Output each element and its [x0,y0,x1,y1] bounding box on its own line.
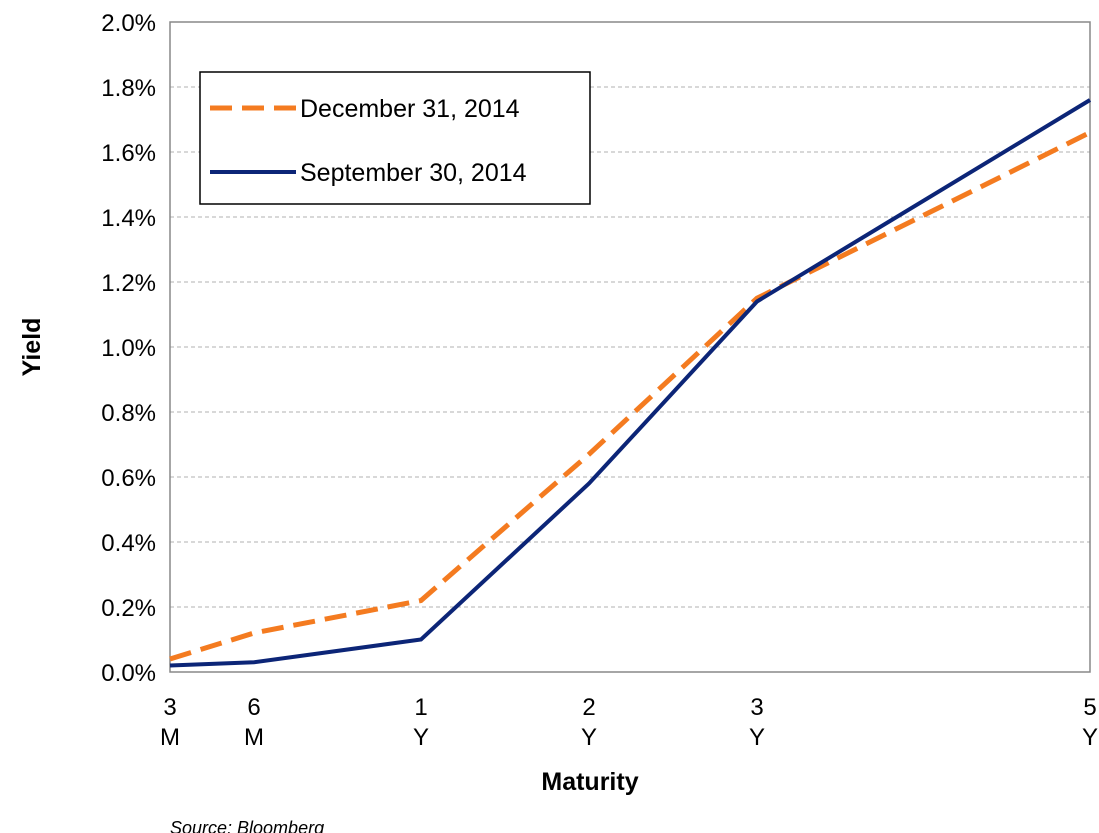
y-tick-label: 0.2% [101,595,156,622]
source-note: Source: Bloomberg [170,818,324,833]
x-tick-label: 5 Y [1081,694,1098,751]
y-tick-label: 2.0% [101,10,156,37]
plot-border [169,21,1091,673]
x-axis-label: Maturity [541,768,638,796]
line-series [169,130,1092,662]
y-tick-label: 1.4% [101,205,156,232]
y-tick-label: 1.6% [101,140,156,167]
y-tick-label: 1.0% [101,335,156,362]
line-series [169,98,1092,668]
x-tick-label: 1 Y [412,694,429,751]
x-tick-label: 2 Y [580,694,597,751]
x-tick-label: 3 M [160,694,180,751]
y-tick-label: 0.0% [101,660,156,687]
legend-box [199,71,591,205]
y-tick-label: 1.8% [101,75,156,102]
x-tick-label: 6 M [244,694,264,751]
y-tick-label: 1.2% [101,270,156,297]
x-tick-label: 3 Y [748,694,765,751]
y-axis-label: Yield [18,318,46,377]
y-tick-label: 0.6% [101,465,156,492]
legend-label: December 31, 2014 [300,95,520,123]
y-tick-label: 0.8% [101,400,156,427]
legend-label: September 30, 2014 [300,159,527,187]
y-tick-label: 0.4% [101,530,156,557]
